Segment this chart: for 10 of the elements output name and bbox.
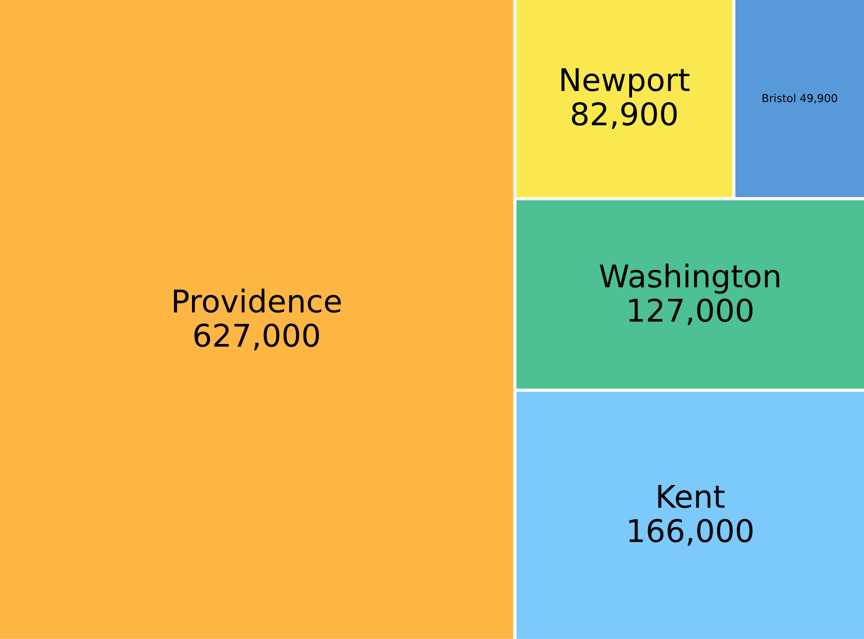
category-label: Bristol xyxy=(762,94,796,102)
data-label: 49,900 xyxy=(800,94,838,104)
data-label: 166,000 xyxy=(629,518,753,546)
category-label: Washington xyxy=(600,264,780,294)
data-label: 627,000 xyxy=(194,324,319,350)
category-label: Newport xyxy=(561,68,690,98)
data-label: 127,000 xyxy=(629,298,753,326)
category-label: Providence xyxy=(174,288,341,313)
category-label: Kent xyxy=(658,485,724,508)
data-label: 82,900 xyxy=(572,102,677,129)
